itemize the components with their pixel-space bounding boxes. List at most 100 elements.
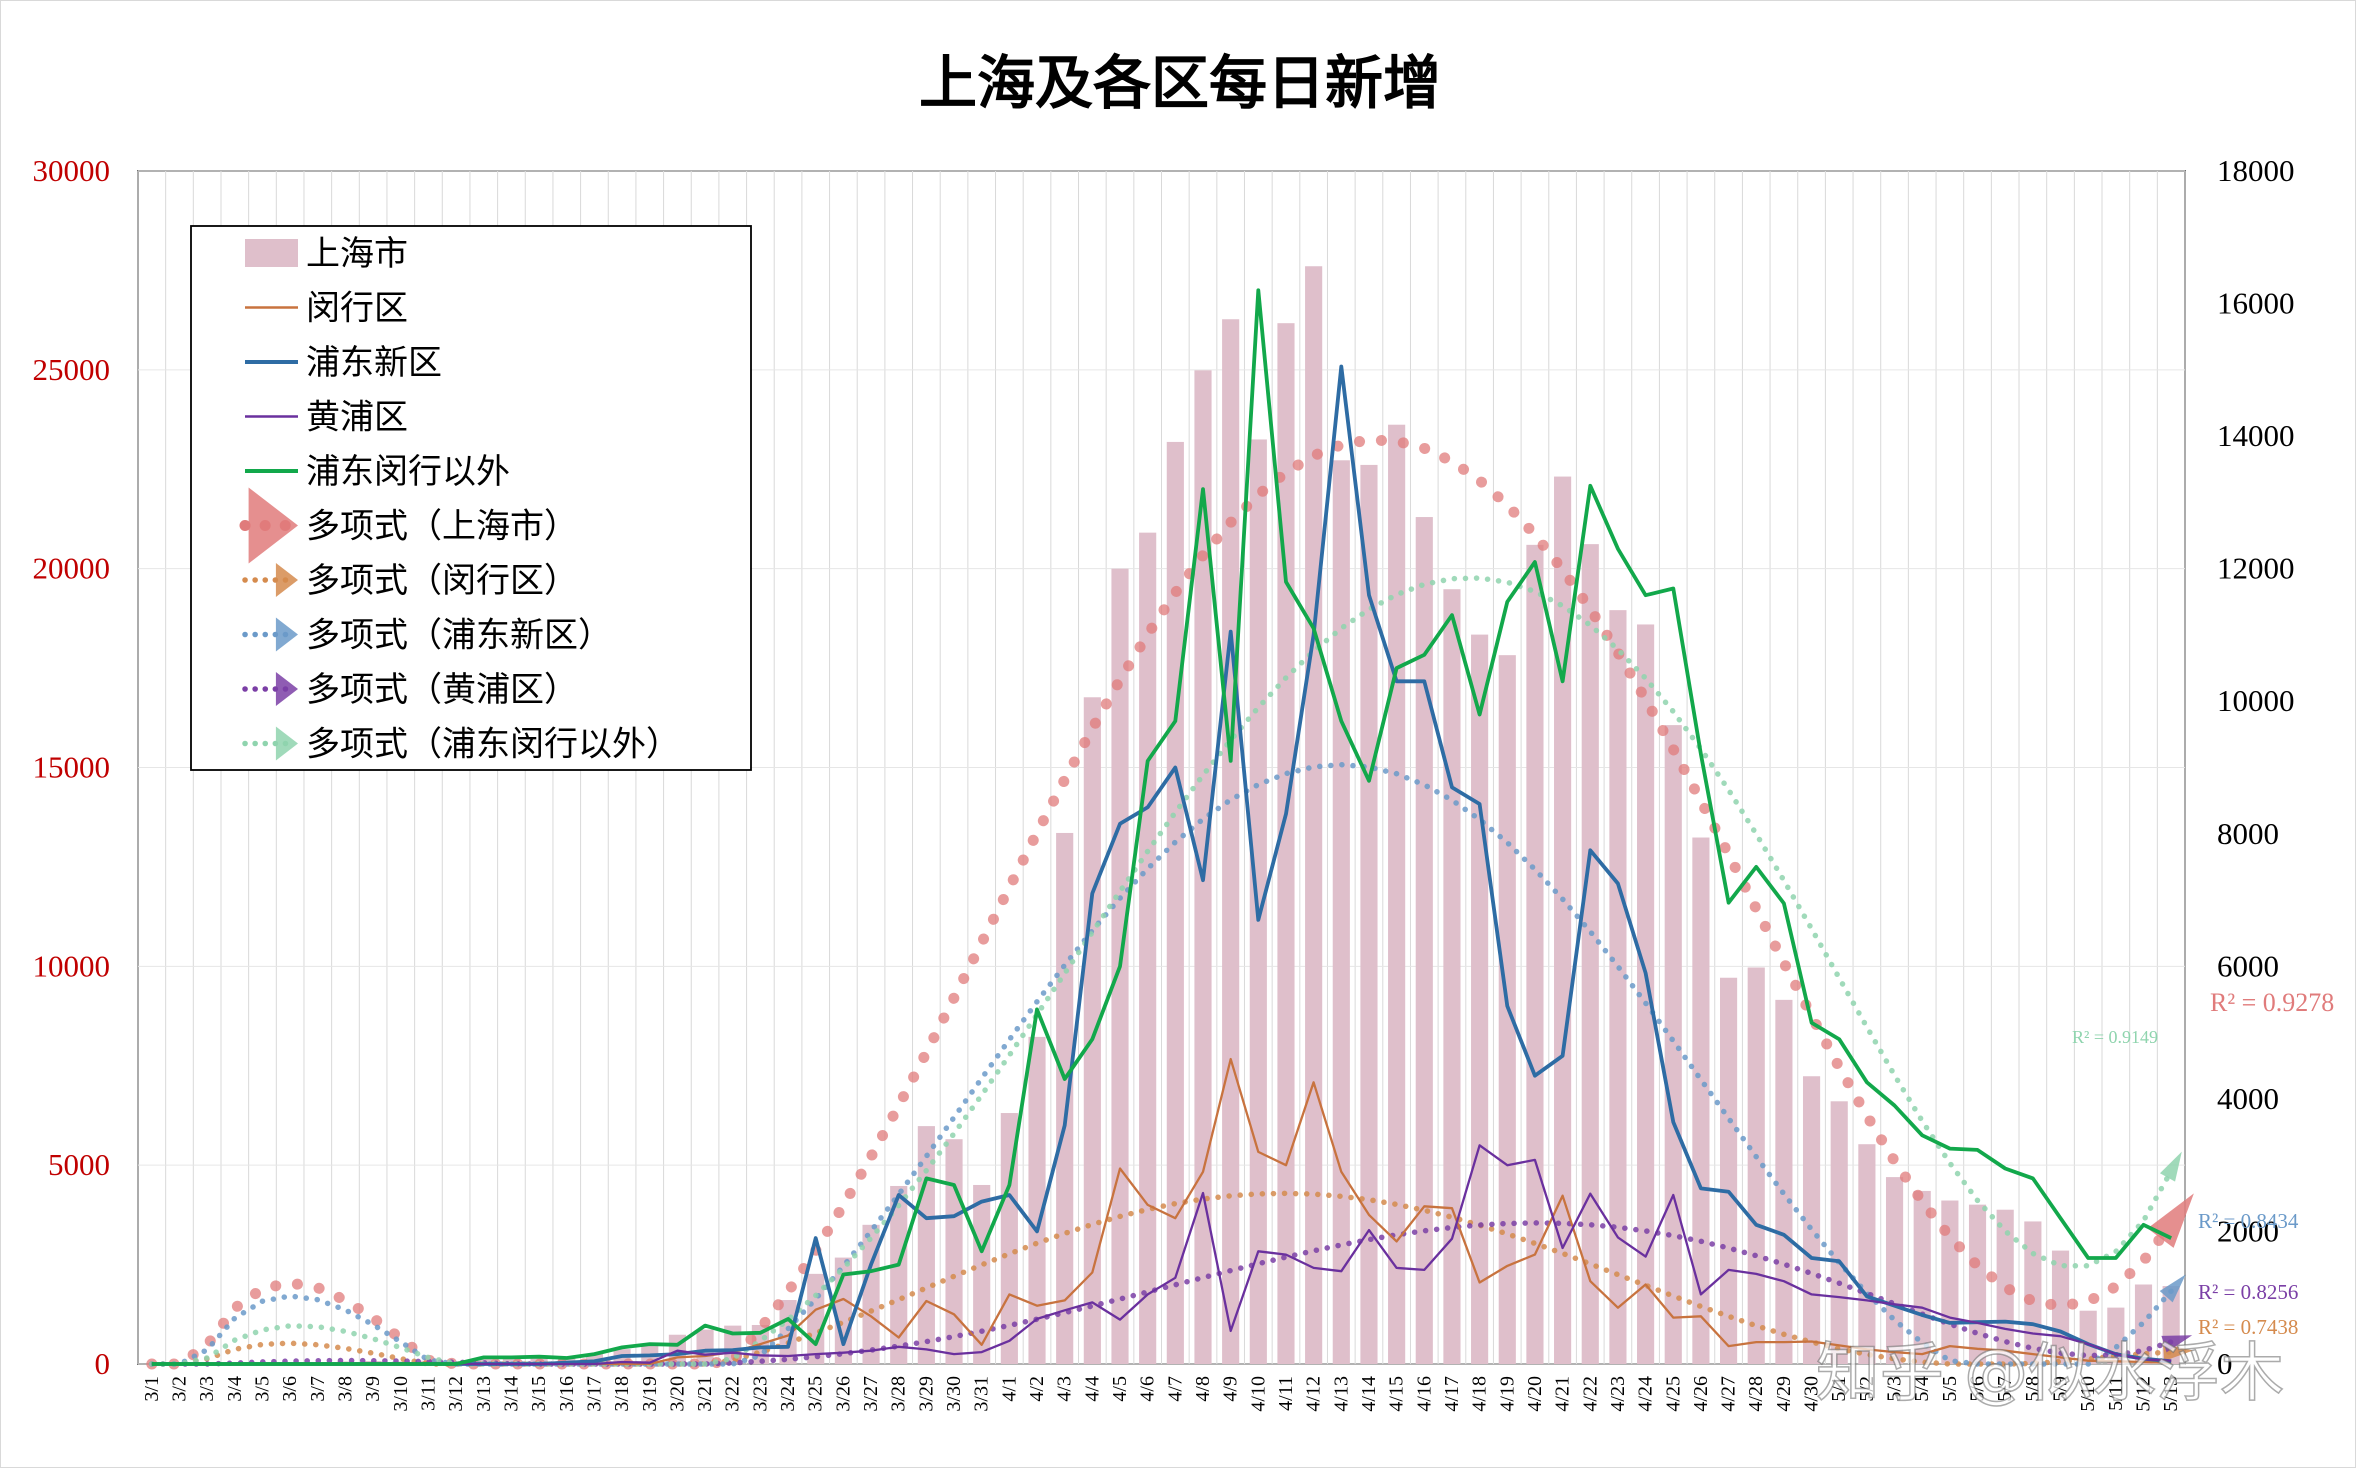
x-tick-4-7: 4/7	[1164, 1376, 1186, 1402]
x-tick-5-13: 5/13	[2160, 1376, 2182, 1412]
legend-label: 多项式（上海市）	[306, 507, 578, 547]
bar-4-29	[1775, 999, 1793, 1364]
x-tick-3-19: 3/19	[639, 1376, 661, 1412]
x-tick-3-30: 3/30	[943, 1376, 965, 1412]
x-tick-5-4: 5/4	[1911, 1376, 1933, 1402]
line-series	[151, 288, 2173, 1366]
x-tick-3-2: 3/2	[168, 1376, 190, 1402]
bar-3-27	[862, 1224, 880, 1364]
x-tick-4-3: 4/3	[1054, 1376, 1076, 1402]
x-tick-3-4: 3/4	[224, 1376, 246, 1402]
bar-4-22	[1581, 544, 1599, 1364]
x-tick-4-25: 4/25	[1662, 1376, 1684, 1412]
legend-swatch-arrow	[275, 726, 298, 761]
y-left-tick: 25000	[33, 352, 111, 387]
trendline-浦东闵行以外	[149, 575, 2174, 1367]
x-tick-4-30: 4/30	[1801, 1376, 1823, 1412]
bar-series	[143, 266, 2180, 1365]
y-left-tick: 20000	[33, 551, 111, 586]
r2-label-黄浦区: R² = 0.8256	[2198, 1280, 2298, 1304]
x-tick-5-2: 5/2	[1856, 1376, 1878, 1402]
x-tick-3-11: 3/11	[417, 1376, 439, 1411]
x-tick-4-24: 4/24	[1635, 1376, 1657, 1412]
x-tick-4-23: 4/23	[1607, 1376, 1629, 1412]
line-浦东闵行以外	[151, 288, 2173, 1366]
chart-title: 上海及各区每日新增	[919, 49, 1441, 117]
bar-3-21	[696, 1329, 714, 1364]
bar-4-4	[1083, 697, 1101, 1364]
bar-4-14	[1360, 464, 1378, 1365]
x-tick-5-7: 5/7	[1994, 1376, 2016, 1402]
bar-3-31	[973, 1184, 991, 1364]
x-tick-3-17: 3/17	[583, 1376, 605, 1412]
x-tick-5-3: 5/3	[1884, 1376, 1906, 1402]
r2-label-浦东新区: R² = 0.8434	[2198, 1209, 2299, 1233]
x-tick-3-29: 3/29	[915, 1376, 937, 1412]
trendline-上海市	[146, 434, 2177, 1370]
bar-4-21	[1554, 476, 1572, 1364]
x-tick-5-8: 5/8	[2022, 1376, 2044, 1402]
x-tick-3-18: 3/18	[611, 1376, 633, 1412]
x-tick-4-19: 4/19	[1496, 1376, 1518, 1412]
bar-4-26	[1692, 837, 1710, 1364]
x-tick-4-27: 4/27	[1718, 1376, 1740, 1412]
y-right-tick: 2000	[2217, 1213, 2279, 1248]
bar-3-14	[502, 1355, 521, 1364]
x-tick-3-3: 3/3	[196, 1376, 218, 1402]
y-right-tick: 6000	[2217, 948, 2279, 983]
x-tick-4-15: 4/15	[1386, 1376, 1408, 1412]
x-tick-3-5: 3/5	[251, 1376, 273, 1402]
x-tick-3-8: 3/8	[334, 1376, 356, 1402]
bar-5-4	[1913, 1190, 1931, 1364]
legend-swatch-arrow	[275, 672, 298, 706]
y-right-tick: 0	[2217, 1346, 2233, 1381]
x-tick-3-13: 3/13	[473, 1376, 495, 1412]
r2-labels: R² = 0.9278 R² = 0.7438 R² = 0.8434 R² = 0.…	[2072, 988, 2334, 1339]
x-tick-5-9: 5/9	[2050, 1376, 2072, 1402]
legend-swatch-arrow	[275, 563, 298, 597]
r2-label-浦东闵行以外: R² = 0.9149	[2072, 1027, 2158, 1047]
y-right-tick: 18000	[2217, 153, 2295, 188]
y-right-tick: 14000	[2217, 418, 2295, 453]
legend-label: 多项式（闵行区）	[306, 561, 578, 601]
x-tick-3-22: 3/22	[722, 1376, 744, 1412]
x-tick-4-2: 4/2	[1026, 1376, 1048, 1402]
bar-4-15	[1388, 424, 1406, 1365]
legend-label: 浦东新区	[306, 343, 442, 383]
x-tick-3-26: 3/26	[832, 1376, 854, 1412]
x-tick-3-9: 3/9	[362, 1376, 384, 1402]
bar-4-27	[1719, 977, 1738, 1364]
bar-3-30	[945, 1139, 963, 1364]
x-tick-3-23: 3/23	[749, 1376, 771, 1412]
y-left-tick: 0	[95, 1346, 111, 1381]
y-right-tick: 10000	[2217, 683, 2295, 718]
bar-4-16	[1415, 517, 1433, 1364]
y-left-tick: 10000	[33, 948, 111, 983]
trendline-arrow-黄浦区	[2161, 1335, 2193, 1353]
bar-3-24	[779, 1300, 797, 1364]
x-tick-4-28: 4/28	[1745, 1376, 1767, 1412]
bar-4-20	[1526, 544, 1544, 1364]
trendline-闵行区	[149, 1190, 2174, 1367]
x-tick-3-16: 3/16	[556, 1376, 578, 1412]
x-tick-4-16: 4/16	[1413, 1376, 1435, 1412]
bar-5-2	[1858, 1144, 1876, 1364]
legend-label: 闵行区	[306, 289, 408, 329]
bar-4-7	[1166, 441, 1184, 1364]
x-tick-3-24: 3/24	[777, 1376, 799, 1412]
y-right-tick: 8000	[2217, 816, 2279, 851]
x-tick-4-20: 4/20	[1524, 1376, 1546, 1412]
bar-4-25	[1664, 725, 1682, 1364]
bar-4-9	[1222, 319, 1240, 1364]
bar-4-12	[1305, 266, 1323, 1364]
y-left-tick: 15000	[33, 750, 111, 785]
y-left-tick: 30000	[33, 153, 111, 188]
x-tick-4-11: 4/11	[1275, 1376, 1297, 1411]
axes: 0 5000 10000 15000 20000 25000 30000 0 2000 4000 6…	[33, 153, 2295, 1412]
x-tick-4-8: 4/8	[1192, 1376, 1214, 1402]
r2-label-上海市: R² = 0.9278	[2210, 988, 2334, 1017]
x-tick-4-9: 4/9	[1220, 1376, 1242, 1402]
bar-3-29	[917, 1126, 935, 1364]
